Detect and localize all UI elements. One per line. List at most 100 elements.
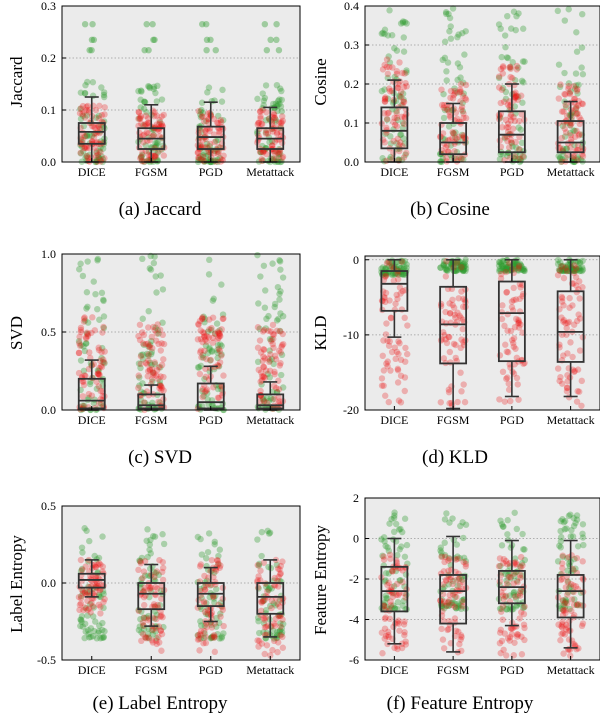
adversarial-point (451, 154, 458, 162)
benign-point (259, 90, 266, 97)
adversarial-point (200, 329, 208, 337)
adversarial-point (445, 557, 452, 564)
adversarial-point (96, 371, 103, 379)
benign-point (259, 142, 266, 150)
benign-point (450, 130, 457, 137)
adversarial-point (207, 356, 215, 364)
adversarial-point (499, 64, 507, 71)
adversarial-point (515, 324, 523, 331)
benign-point (254, 251, 261, 259)
benign-point (509, 59, 516, 66)
benign-point (559, 267, 567, 274)
adversarial-point (272, 615, 280, 622)
adversarial-point (400, 98, 408, 106)
adversarial-point (443, 154, 450, 162)
adversarial-point (139, 132, 146, 139)
benign-point (268, 336, 275, 343)
benign-point (262, 287, 269, 294)
adversarial-point (101, 111, 108, 118)
adversarial-point (564, 377, 571, 385)
adversarial-point (387, 314, 395, 322)
adversarial-point (215, 362, 222, 370)
adversarial-point (381, 293, 388, 301)
adversarial-point (271, 574, 278, 582)
adversarial-point (386, 88, 394, 95)
adversarial-point (273, 384, 280, 392)
benign-point (83, 588, 91, 596)
adversarial-point (452, 341, 459, 349)
adversarial-point (501, 322, 508, 330)
adversarial-point (260, 346, 268, 353)
adversarial-point (149, 345, 156, 352)
adversarial-point (566, 304, 573, 311)
adversarial-point (155, 121, 163, 128)
adversarial-point (259, 328, 267, 335)
adversarial-point (135, 566, 142, 574)
adversarial-point (453, 115, 461, 122)
adversarial-point (270, 382, 278, 390)
adversarial-point (273, 130, 281, 137)
adversarial-point (569, 302, 576, 309)
adversarial-point (556, 267, 563, 274)
benign-point (392, 270, 399, 277)
adversarial-point (77, 595, 85, 602)
adversarial-point (278, 343, 285, 351)
benign-point (156, 399, 164, 406)
benign-point (441, 539, 448, 546)
adversarial-point (153, 568, 160, 575)
adversarial-point (201, 333, 208, 340)
adversarial-point (451, 615, 459, 622)
benign-point (83, 305, 90, 312)
adversarial-point (279, 117, 287, 125)
benign-point (265, 397, 272, 405)
adversarial-point (156, 385, 163, 392)
benign-point (389, 271, 397, 278)
benign-point (507, 64, 514, 71)
adversarial-point (401, 387, 408, 395)
benign-point (198, 156, 205, 163)
adversarial-point (139, 340, 147, 347)
benign-point (81, 402, 88, 409)
adversarial-point (154, 321, 161, 328)
benign-point (153, 139, 161, 147)
benign-point (388, 264, 395, 271)
adversarial-point (84, 330, 92, 338)
benign-point (100, 604, 107, 612)
benign-point (502, 267, 509, 274)
adversarial-point (97, 158, 104, 165)
benign-point (502, 266, 510, 274)
adversarial-point (219, 584, 227, 591)
benign-point (256, 325, 263, 332)
adversarial-point (447, 309, 454, 317)
adversarial-point (257, 369, 265, 376)
benign-point (263, 315, 270, 323)
adversarial-point (514, 381, 521, 388)
adversarial-point (576, 388, 583, 395)
adversarial-point (381, 139, 388, 146)
adversarial-point (399, 579, 406, 586)
adversarial-point (572, 274, 580, 281)
adversarial-point (276, 398, 283, 405)
benign-point (511, 259, 518, 266)
adversarial-point (393, 70, 401, 78)
adversarial-point (576, 120, 583, 128)
adversarial-point (214, 335, 221, 343)
adversarial-point (160, 111, 167, 119)
adversarial-point (262, 130, 270, 137)
benign-point (456, 263, 464, 270)
benign-point (200, 392, 207, 400)
benign-point (141, 98, 148, 105)
benign-point (570, 266, 577, 273)
benign-point (378, 30, 386, 37)
benign-point (443, 266, 450, 273)
benign-point (504, 54, 512, 62)
benign-point (94, 255, 102, 263)
adversarial-point (447, 87, 455, 95)
box (380, 106, 409, 150)
adversarial-point (148, 333, 156, 341)
benign-point (515, 124, 522, 131)
adversarial-point (404, 350, 411, 358)
adversarial-point (81, 372, 88, 379)
